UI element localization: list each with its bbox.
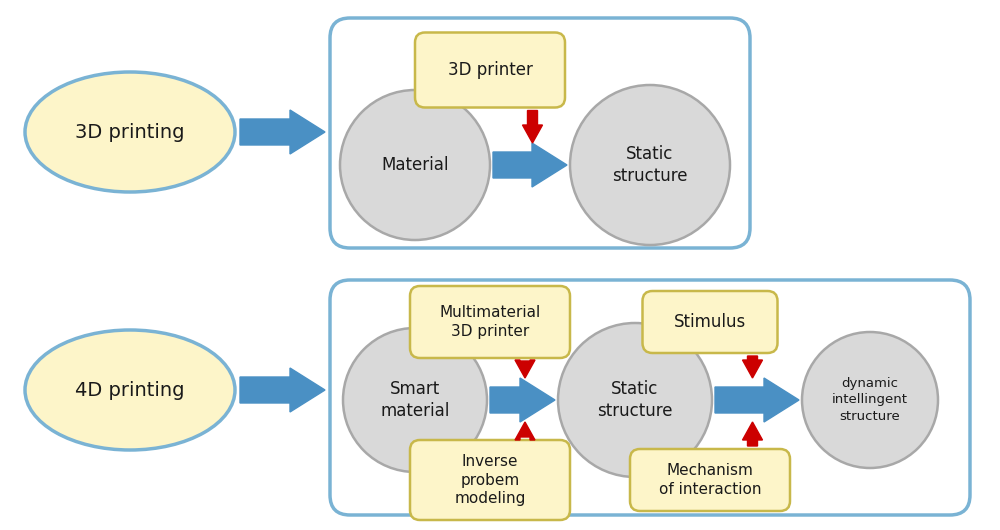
FancyBboxPatch shape — [630, 449, 790, 511]
Text: Static
structure: Static structure — [612, 145, 688, 185]
Circle shape — [340, 90, 490, 240]
Text: Static
structure: Static structure — [597, 380, 673, 420]
Text: Material: Material — [381, 156, 449, 174]
Polygon shape — [490, 378, 555, 422]
Polygon shape — [742, 422, 763, 446]
Text: 4D printing: 4D printing — [75, 381, 185, 400]
Polygon shape — [522, 110, 542, 143]
FancyBboxPatch shape — [330, 280, 970, 515]
Polygon shape — [715, 378, 799, 422]
FancyBboxPatch shape — [415, 32, 565, 108]
FancyBboxPatch shape — [642, 291, 778, 353]
Ellipse shape — [25, 330, 235, 450]
Circle shape — [570, 85, 730, 245]
Text: Inverse
probem
modeling: Inverse probem modeling — [454, 454, 526, 506]
Polygon shape — [240, 368, 325, 412]
Text: Stimulus: Stimulus — [674, 313, 746, 331]
Circle shape — [558, 323, 712, 477]
Polygon shape — [240, 110, 325, 154]
Ellipse shape — [25, 72, 235, 192]
Text: Mechanism
of interaction: Mechanism of interaction — [659, 463, 761, 497]
Circle shape — [802, 332, 938, 468]
FancyBboxPatch shape — [330, 18, 750, 248]
Text: dynamic
intellingent
structure: dynamic intellingent structure — [832, 377, 908, 422]
FancyBboxPatch shape — [410, 440, 570, 520]
FancyBboxPatch shape — [410, 286, 570, 358]
Polygon shape — [742, 356, 763, 378]
Polygon shape — [493, 143, 567, 187]
Text: Smart
material: Smart material — [380, 380, 450, 420]
Text: 3D printer: 3D printer — [448, 61, 532, 79]
Circle shape — [343, 328, 487, 472]
Polygon shape — [515, 360, 535, 378]
Text: Multimaterial
3D printer: Multimaterial 3D printer — [439, 305, 541, 339]
Polygon shape — [515, 422, 535, 440]
Text: 3D printing: 3D printing — [75, 122, 185, 142]
